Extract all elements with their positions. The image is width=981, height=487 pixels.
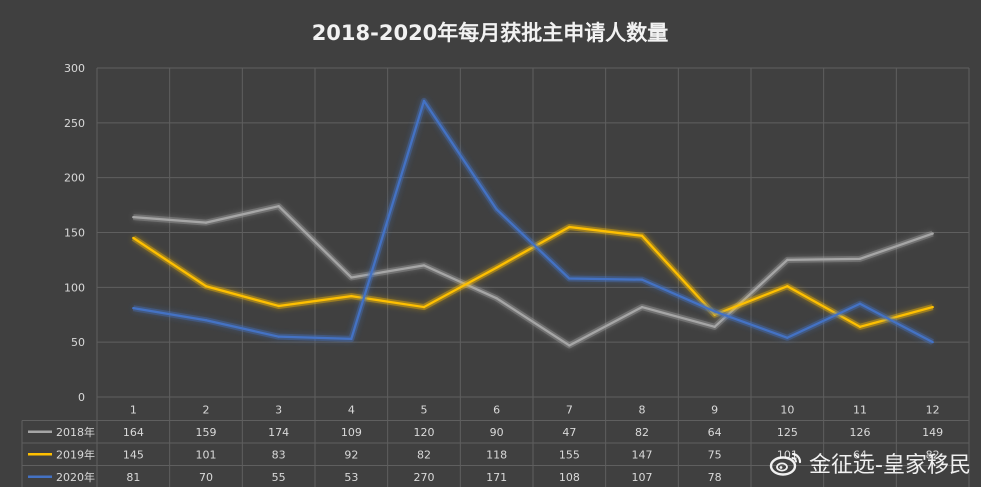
x-tick-label: 1 bbox=[130, 403, 137, 416]
data-label: 92 bbox=[344, 448, 358, 461]
y-tick-label: 200 bbox=[64, 172, 85, 185]
y-tick-label: 0 bbox=[78, 391, 85, 404]
legend-label: 2018年 bbox=[56, 425, 95, 439]
data-label: 70 bbox=[199, 471, 213, 484]
data-point bbox=[858, 302, 862, 305]
data-label: 164 bbox=[123, 426, 144, 439]
data-point bbox=[422, 99, 426, 103]
data-label: 82 bbox=[417, 448, 431, 461]
data-point bbox=[858, 257, 862, 261]
data-point bbox=[495, 266, 498, 269]
data-label: 174 bbox=[268, 426, 289, 439]
data-point bbox=[568, 225, 571, 229]
data-point bbox=[422, 264, 426, 267]
x-tick-label: 4 bbox=[348, 403, 355, 416]
data-label: 107 bbox=[632, 471, 653, 484]
x-tick-label: 2 bbox=[203, 403, 210, 416]
data-label: 47 bbox=[562, 426, 576, 439]
data-label: 53 bbox=[344, 471, 358, 484]
data-point bbox=[422, 305, 426, 309]
watermark: 金征远-皇家移民 bbox=[769, 447, 971, 479]
data-point bbox=[204, 221, 208, 224]
data-point bbox=[713, 310, 716, 313]
data-label: 55 bbox=[272, 471, 286, 484]
data-point bbox=[568, 277, 571, 280]
data-point bbox=[640, 305, 644, 309]
data-label: 125 bbox=[777, 426, 798, 439]
x-tick-label: 9 bbox=[711, 403, 718, 416]
data-label: 145 bbox=[123, 448, 144, 461]
data-point bbox=[132, 236, 135, 240]
data-point bbox=[786, 285, 789, 288]
data-point bbox=[277, 304, 280, 308]
data-label: 82 bbox=[635, 426, 649, 439]
data-label: 83 bbox=[272, 448, 286, 461]
x-tick-label: 3 bbox=[275, 403, 282, 416]
series-line bbox=[133, 99, 934, 344]
data-point bbox=[568, 344, 571, 347]
data-point bbox=[350, 276, 353, 279]
chart-title: 2018-2020年每月获批主申请人数量 bbox=[312, 21, 669, 45]
data-point bbox=[931, 305, 934, 309]
data-point bbox=[640, 234, 644, 237]
legend-label: 2020年 bbox=[56, 470, 95, 484]
data-label: 101 bbox=[196, 448, 217, 461]
data-label: 118 bbox=[486, 448, 507, 461]
data-point bbox=[277, 335, 280, 338]
x-tick-label: 10 bbox=[780, 403, 794, 416]
data-point bbox=[132, 215, 135, 219]
watermark-text: 金征远-皇家移民 bbox=[809, 453, 971, 478]
data-label: 108 bbox=[559, 471, 580, 484]
data-label: 149 bbox=[922, 426, 943, 439]
y-tick-label: 50 bbox=[71, 336, 85, 349]
data-point bbox=[277, 204, 280, 208]
data-label: 147 bbox=[632, 448, 653, 461]
x-tick-label: 12 bbox=[926, 403, 940, 416]
data-label: 159 bbox=[196, 426, 217, 439]
x-tick-label: 7 bbox=[566, 403, 573, 416]
data-point bbox=[204, 285, 208, 288]
data-point bbox=[786, 258, 789, 262]
data-point bbox=[132, 306, 135, 310]
data-label: 155 bbox=[559, 448, 580, 461]
legend-label: 2019年 bbox=[56, 447, 95, 461]
data-point bbox=[350, 294, 353, 298]
x-tick-label: 8 bbox=[639, 403, 646, 416]
data-point bbox=[640, 278, 644, 281]
data-label: 120 bbox=[414, 426, 435, 439]
y-tick-label: 150 bbox=[64, 227, 85, 240]
data-label: 81 bbox=[126, 471, 140, 484]
data-point bbox=[350, 337, 353, 341]
y-tick-label: 250 bbox=[64, 117, 85, 130]
x-tick-label: 11 bbox=[853, 403, 867, 416]
weibo-logo-icon bbox=[769, 452, 802, 476]
data-label: 82 bbox=[926, 448, 940, 461]
y-tick-label: 100 bbox=[64, 281, 85, 294]
data-label: 126 bbox=[850, 426, 871, 439]
data-label: 90 bbox=[490, 426, 504, 439]
data-point bbox=[858, 325, 862, 329]
x-tick-label: 6 bbox=[493, 403, 500, 416]
data-point bbox=[786, 336, 789, 339]
data-point bbox=[931, 340, 934, 344]
series-line bbox=[133, 205, 934, 347]
data-label: 270 bbox=[414, 471, 435, 484]
data-point bbox=[713, 325, 716, 329]
data-point bbox=[495, 208, 498, 211]
data-label: 64 bbox=[853, 448, 867, 461]
data-point bbox=[495, 297, 498, 300]
data-label: 75 bbox=[708, 448, 722, 461]
data-point bbox=[931, 232, 934, 235]
x-tick-label: 5 bbox=[421, 403, 428, 416]
data-label: 64 bbox=[708, 426, 722, 439]
data-label: 109 bbox=[341, 426, 362, 439]
y-tick-label: 300 bbox=[64, 62, 85, 75]
data-label: 171 bbox=[486, 471, 507, 484]
data-label: 78 bbox=[708, 471, 722, 484]
data-point bbox=[204, 319, 208, 322]
